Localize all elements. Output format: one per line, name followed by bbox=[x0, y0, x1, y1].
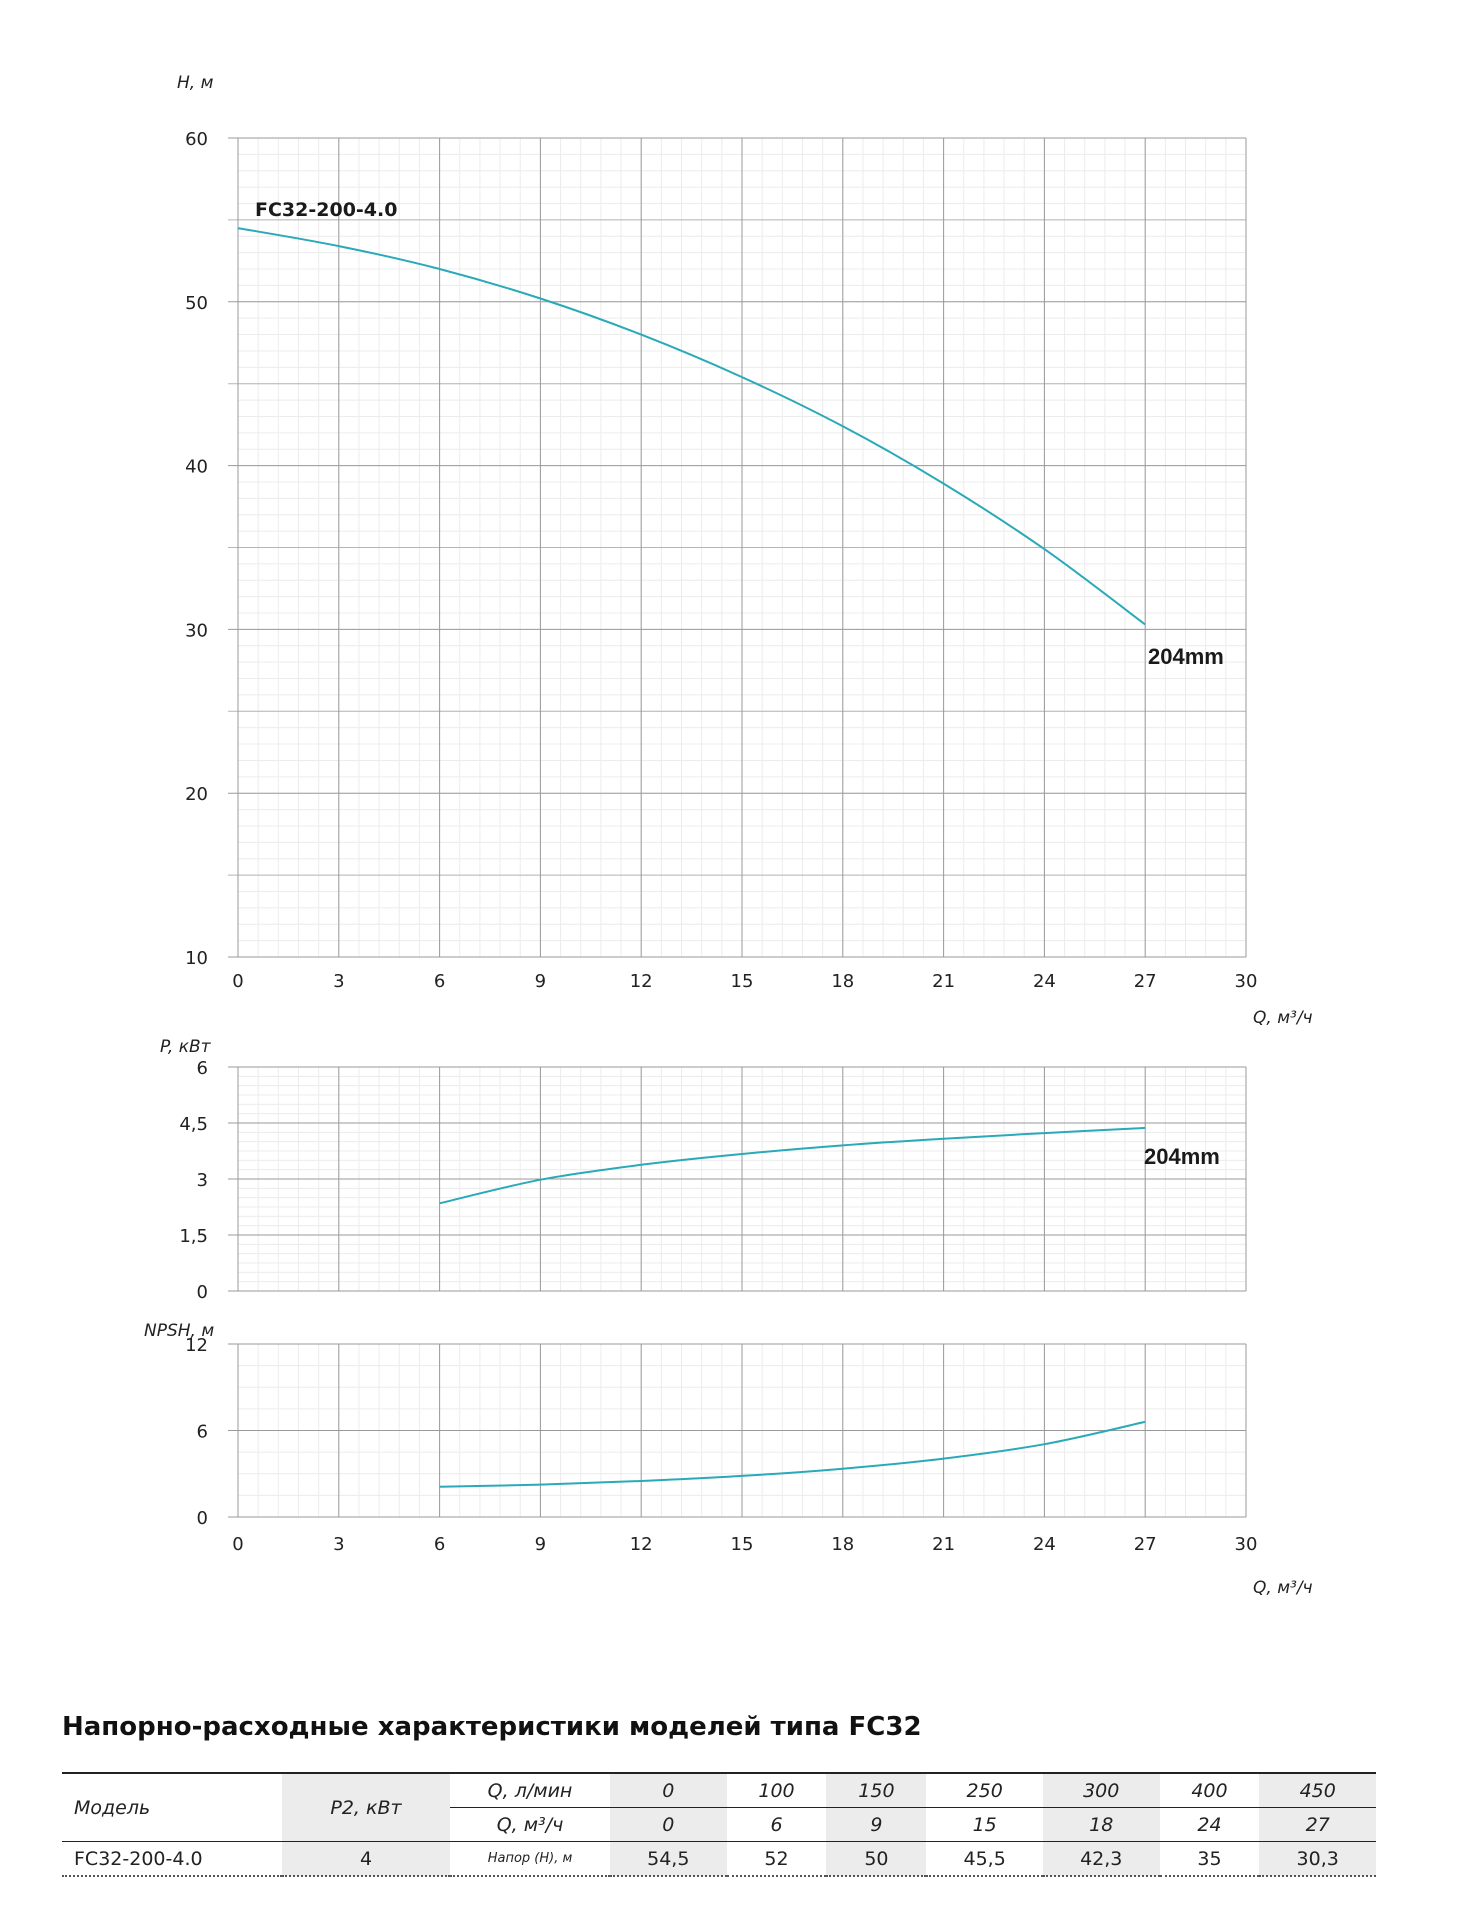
y-tick-label: 60 bbox=[185, 129, 208, 150]
head-curve bbox=[237, 227, 1146, 626]
power-curve bbox=[439, 1126, 1146, 1205]
q-lmin-cell: 450 bbox=[1259, 1772, 1376, 1808]
p2-column-header: P2, кВт bbox=[282, 1772, 450, 1842]
npsh-curve bbox=[439, 1420, 1146, 1488]
x-tick-label: 9 bbox=[535, 971, 546, 992]
power-curve-diameter-label: 204mm bbox=[1144, 1144, 1220, 1169]
head-cell: 35 bbox=[1159, 1841, 1260, 1877]
power-y-ticks: 0 1,5 3 4,5 6 bbox=[179, 1058, 208, 1303]
q-m3h-cell: 9 bbox=[826, 1807, 927, 1842]
head-y-axis-label: H, м bbox=[177, 73, 214, 93]
x-tick-label: 3 bbox=[333, 1534, 344, 1555]
performance-table: Модель P2, кВт Q, л/мин 0 100 150 250 30… bbox=[62, 1772, 1376, 1877]
table-header-row-m3h: Q, м³/ч 0 6 9 15 18 24 27 bbox=[62, 1807, 1376, 1842]
power-chart: 0 1,5 3 4,5 6 P, кВт 204mm bbox=[160, 1037, 1247, 1303]
x-tick-label: 30 bbox=[1235, 971, 1258, 992]
head-cell: 45,5 bbox=[926, 1841, 1043, 1877]
x-tick-label: 24 bbox=[1033, 1534, 1056, 1555]
head-grid bbox=[228, 137, 1247, 958]
q-m3h-cell: 15 bbox=[926, 1807, 1043, 1842]
x-tick-label: 0 bbox=[232, 971, 243, 992]
x-tick-label: 30 bbox=[1235, 1534, 1258, 1555]
x-tick-label: 18 bbox=[831, 1534, 854, 1555]
q-lmin-cell: 150 bbox=[826, 1772, 927, 1808]
y-tick-label: 6 bbox=[197, 1422, 208, 1443]
q-m3h-cell: 27 bbox=[1259, 1807, 1376, 1842]
x-tick-label: 9 bbox=[535, 1534, 546, 1555]
model-column-header: Модель bbox=[62, 1772, 282, 1842]
q-lmin-cell: 250 bbox=[926, 1772, 1043, 1808]
head-cell: 50 bbox=[826, 1841, 927, 1877]
x-tick-label: 6 bbox=[434, 971, 445, 992]
q-m3h-cell: 0 bbox=[610, 1807, 727, 1842]
head-curve-model-label: FC32-200-4.0 bbox=[255, 199, 397, 221]
head-x-axis-label: Q, м³/ч bbox=[1253, 1008, 1313, 1028]
y-tick-label: 4,5 bbox=[179, 1114, 208, 1135]
y-tick-label: 50 bbox=[185, 293, 208, 314]
head-cell: 54,5 bbox=[610, 1841, 727, 1877]
head-cell: 30,3 bbox=[1259, 1841, 1376, 1877]
y-tick-label: 12 bbox=[185, 1335, 208, 1356]
head-cell: 42,3 bbox=[1042, 1841, 1160, 1877]
head-chart: 10 20 30 40 50 60 0 3 6 9 12 15 18 21 24 27 30 H, м Q, … bbox=[177, 73, 1313, 1028]
table-row: FC32-200-4.0 4 Напор (Н), м 54,5 52 50 4… bbox=[62, 1841, 1376, 1877]
model-cell: FC32-200-4.0 bbox=[62, 1841, 282, 1877]
y-tick-label: 0 bbox=[197, 1282, 208, 1303]
x-tick-label: 27 bbox=[1134, 971, 1157, 992]
y-tick-label: 10 bbox=[185, 948, 208, 969]
power-grid bbox=[228, 1066, 1247, 1292]
x-tick-label: 21 bbox=[932, 971, 955, 992]
q-lmin-cell: 400 bbox=[1159, 1772, 1260, 1808]
npsh-y-ticks: 0 6 12 bbox=[185, 1335, 208, 1529]
x-tick-label: 15 bbox=[731, 971, 754, 992]
q-lmin-cell: 300 bbox=[1042, 1772, 1160, 1808]
y-tick-label: 3 bbox=[197, 1170, 208, 1191]
table-header-row-lmin: Модель P2, кВт Q, л/мин 0 100 150 250 30… bbox=[62, 1772, 1376, 1842]
y-tick-label: 1,5 bbox=[179, 1226, 208, 1247]
y-tick-label: 20 bbox=[185, 784, 208, 805]
y-tick-label: 30 bbox=[185, 620, 208, 641]
npsh-y-axis-label: NPSH, м bbox=[144, 1321, 214, 1341]
x-tick-label: 18 bbox=[831, 971, 854, 992]
series-line bbox=[237, 227, 1146, 626]
npsh-chart: 0 6 12 0 3 6 9 12 15 18 21 24 27 30 NPSH, м Q, м³/ч bbox=[144, 1321, 1313, 1598]
x-tick-label: 6 bbox=[434, 1534, 445, 1555]
series-line bbox=[439, 1126, 1146, 1205]
q-m3h-cell: 24 bbox=[1159, 1807, 1260, 1842]
q-lmin-label: Q, л/мин bbox=[450, 1772, 610, 1808]
table-title: Напорно-расходные характеристики моделей… bbox=[62, 1712, 922, 1742]
npsh-grid bbox=[228, 1343, 1247, 1518]
x-tick-label: 24 bbox=[1033, 971, 1056, 992]
y-tick-label: 40 bbox=[185, 457, 208, 478]
head-cell: 52 bbox=[726, 1841, 827, 1877]
power-y-axis-label: P, кВт bbox=[160, 1037, 212, 1057]
series-line bbox=[439, 1420, 1146, 1488]
q-m3h-cell: 18 bbox=[1042, 1807, 1160, 1842]
p2-cell: 4 bbox=[282, 1841, 450, 1877]
x-tick-label: 3 bbox=[333, 971, 344, 992]
npsh-x-axis-label: Q, м³/ч bbox=[1253, 1578, 1313, 1598]
x-tick-label: 12 bbox=[630, 971, 653, 992]
y-tick-label: 0 bbox=[197, 1508, 208, 1529]
q-lmin-cell: 100 bbox=[726, 1772, 827, 1808]
x-tick-label: 27 bbox=[1134, 1534, 1157, 1555]
npsh-x-ticks: 0 3 6 9 12 15 18 21 24 27 30 bbox=[232, 1534, 1257, 1555]
head-y-ticks: 10 20 30 40 50 60 bbox=[185, 129, 208, 969]
x-tick-label: 21 bbox=[932, 1534, 955, 1555]
q-m3h-cell: 6 bbox=[726, 1807, 827, 1842]
head-label: Напор (Н), м bbox=[450, 1841, 610, 1877]
x-tick-label: 12 bbox=[630, 1534, 653, 1555]
q-m3h-label: Q, м³/ч bbox=[450, 1807, 610, 1842]
q-lmin-cell: 0 bbox=[610, 1772, 727, 1808]
x-tick-label: 15 bbox=[731, 1534, 754, 1555]
x-tick-label: 0 bbox=[232, 1534, 243, 1555]
head-x-ticks: 0 3 6 9 12 15 18 21 24 27 30 bbox=[232, 971, 1257, 992]
head-curve-diameter-label: 204mm bbox=[1148, 644, 1224, 669]
y-tick-label: 6 bbox=[197, 1058, 208, 1079]
